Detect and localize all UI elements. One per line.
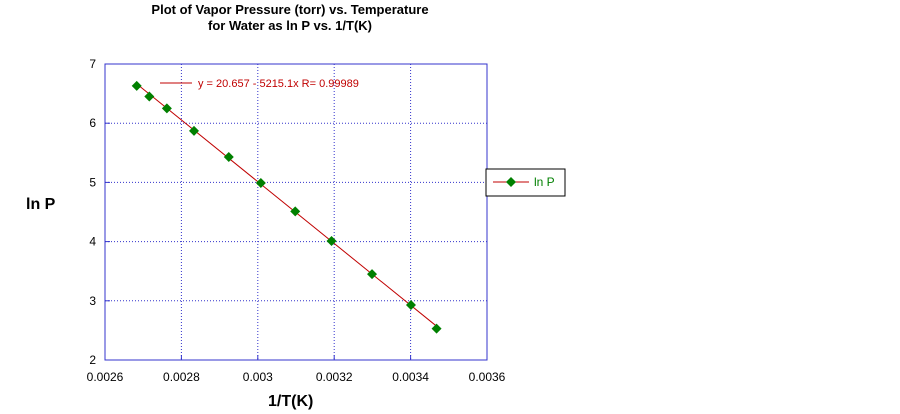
- x-tick-label: 0.0032: [316, 370, 353, 384]
- data-point: [161, 103, 172, 114]
- y-axis-label: ln P: [26, 196, 56, 213]
- y-tick-label: 4: [89, 235, 96, 249]
- data-point: [290, 206, 301, 217]
- x-tick-label: 0.0028: [163, 370, 200, 384]
- data-point: [255, 177, 266, 188]
- x-tick-label: 0.0026: [87, 370, 124, 384]
- data-points: [131, 80, 442, 334]
- data-point: [144, 91, 155, 102]
- chart-title-line1: Plot of Vapor Pressure (torr) vs. Temper…: [151, 2, 429, 17]
- data-point: [431, 323, 442, 334]
- legend-entry-ln-p: ln P: [534, 175, 555, 189]
- data-point: [326, 236, 337, 247]
- fit-equation: y = 20.657 - 5215.1x R= 0.99989: [198, 78, 359, 90]
- data-point: [367, 269, 378, 280]
- plot-frame: [104, 63, 488, 361]
- x-tick-label: 0.0034: [392, 370, 429, 384]
- grid-lines: [105, 64, 487, 360]
- x-axis-ticks: 0.0026 0.0028 0.003 0.0032 0.0034 0.0036: [87, 355, 506, 384]
- fit-legend: y = 20.657 - 5215.1x R= 0.99989: [160, 78, 359, 90]
- x-tick-label: 0.003: [243, 370, 273, 384]
- y-tick-label: 5: [89, 175, 96, 189]
- legend-swatch-marker: [506, 177, 516, 187]
- y-tick-label: 7: [89, 57, 96, 71]
- y-axis-ticks: 2 3 4 5 6 7: [89, 57, 110, 367]
- y-tick-label: 2: [89, 353, 96, 367]
- fit-line: [136, 83, 437, 327]
- chart-title-line2: for Water as ln P vs. 1/T(K): [208, 18, 372, 33]
- y-tick-label: 6: [89, 116, 96, 130]
- x-axis-label: 1/T(K): [268, 393, 314, 410]
- legend: ln P: [485, 168, 566, 197]
- y-tick-label: 3: [89, 294, 96, 308]
- x-tick-label: 0.0036: [469, 370, 506, 384]
- data-point: [405, 299, 416, 310]
- data-point: [223, 151, 234, 162]
- data-point: [189, 125, 200, 136]
- data-point: [131, 80, 142, 91]
